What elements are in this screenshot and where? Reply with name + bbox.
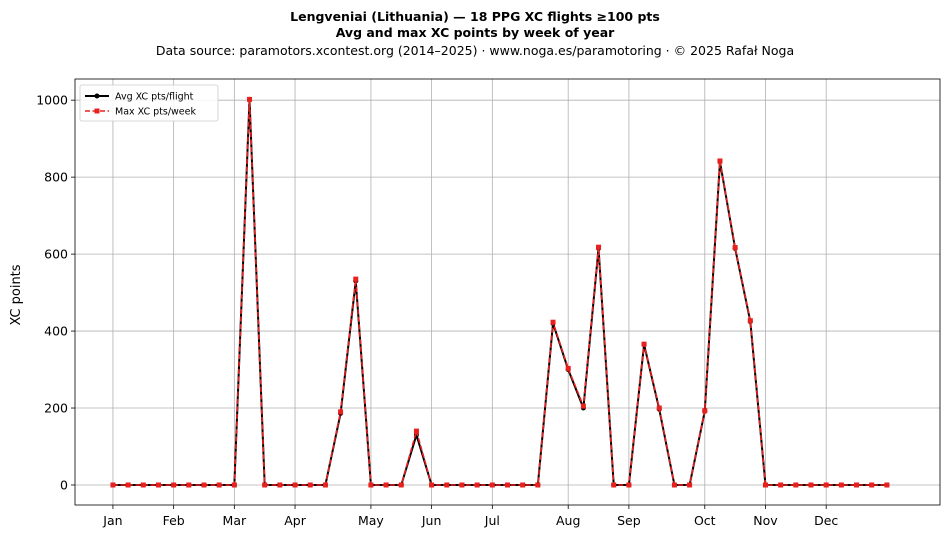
y-axis: 0 200 400 600 800 1000: [36, 93, 75, 492]
y-tick-label: 0: [60, 477, 68, 492]
legend-marker: [94, 93, 100, 99]
data-point: [398, 482, 404, 488]
data-point: [216, 482, 222, 488]
data-point: [383, 482, 389, 488]
x-tick-label: Mar: [223, 513, 247, 528]
data-point: [140, 482, 146, 488]
y-axis-label: XC points: [9, 264, 24, 325]
data-point: [641, 341, 647, 347]
x-tick-label: Oct: [694, 513, 716, 528]
data-point: [201, 482, 207, 488]
data-point: [322, 482, 328, 488]
data-point: [747, 318, 753, 324]
x-tick-label: Feb: [163, 513, 185, 528]
data-point: [702, 408, 708, 414]
y-tick-label: 400: [44, 324, 68, 339]
y-tick-label: 600: [44, 247, 68, 262]
x-tick-label: Jan: [102, 513, 122, 528]
data-point: [550, 319, 556, 325]
series-line: [112, 98, 887, 486]
plot-frame: [74, 78, 941, 506]
data-point: [155, 482, 161, 488]
data-point: [656, 405, 662, 411]
data-point: [793, 482, 799, 488]
data-point: [338, 409, 344, 415]
x-tick-label: Apr: [284, 513, 306, 528]
data-point: [869, 482, 875, 488]
data-point: [353, 276, 359, 282]
data-point: [717, 158, 723, 164]
data-point: [671, 482, 677, 488]
data-point: [687, 482, 693, 488]
y-tick-label: 200: [44, 401, 68, 416]
series-2: [110, 96, 890, 488]
data-point: [505, 482, 510, 488]
legend-box: [79, 84, 219, 122]
data-point: [535, 482, 541, 488]
data-point: [368, 482, 374, 488]
data-point: [884, 482, 890, 488]
data-point: [838, 482, 844, 488]
chart-subtitle: Avg and max XC points by week of year: [335, 25, 615, 40]
data-point: [611, 482, 617, 488]
x-tick-label: Sep: [617, 513, 641, 528]
data-point: [231, 482, 237, 488]
legend-entry: Max XC pts/week: [115, 107, 196, 118]
data-point: [520, 482, 526, 488]
data-point: [444, 482, 450, 488]
x-tick-label: May: [358, 513, 384, 528]
legend-entry: Avg XC pts/flight: [115, 92, 194, 103]
y-tick-label: 1000: [36, 93, 68, 108]
data-point: [762, 482, 768, 488]
legend-marker: [94, 108, 100, 114]
series-layer: [110, 96, 890, 488]
data-point: [262, 482, 268, 488]
data-point: [489, 482, 495, 488]
data-point: [580, 403, 586, 409]
chart-source: Data source: paramotors.xcontest.org (20…: [155, 43, 795, 58]
data-point: [459, 482, 465, 488]
x-tick-label: Dec: [814, 513, 838, 528]
x-tick-label: Nov: [753, 513, 778, 528]
data-point: [854, 482, 860, 488]
x-tick-label: Jun: [421, 513, 442, 528]
data-point: [307, 482, 313, 488]
data-point: [474, 482, 480, 488]
data-point: [732, 245, 738, 251]
chart-title: Lengveniai (Lithuania) — 18 PPG XC fligh…: [290, 9, 660, 24]
data-point: [292, 482, 298, 488]
data-point: [277, 482, 283, 488]
y-tick-label: 800: [44, 170, 68, 185]
x-tick-label: Jul: [484, 513, 500, 528]
series-line: [112, 98, 887, 486]
x-axis: Jan Feb Mar Apr May Jun Jul Aug Sep Oct Nov Dec: [102, 505, 838, 528]
data-point: [247, 96, 253, 102]
data-point: [125, 482, 131, 488]
data-point: [778, 482, 784, 488]
grid-lines: [75, 79, 940, 505]
legend: Avg XC pts/flight Max XC pts/week: [79, 84, 219, 122]
data-point: [171, 482, 177, 488]
data-point: [823, 482, 829, 488]
data-point: [565, 365, 571, 371]
data-point: [413, 428, 419, 434]
data-point: [186, 482, 192, 488]
data-point: [429, 482, 435, 488]
data-point: [808, 482, 814, 488]
series-1: [110, 96, 890, 488]
data-point: [626, 482, 632, 488]
data-point: [110, 482, 116, 488]
x-tick-label: Aug: [556, 513, 580, 528]
data-point: [596, 244, 602, 250]
